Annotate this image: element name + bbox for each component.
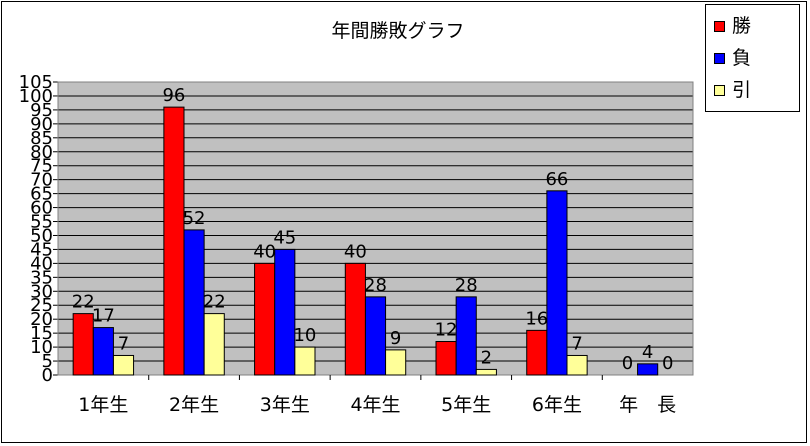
y-tick-label: 100 — [19, 86, 53, 107]
legend-item: 勝 — [714, 11, 752, 41]
bar — [546, 190, 568, 376]
y-tick-label: 0 — [42, 365, 53, 386]
bar — [163, 106, 185, 376]
data-label: 28 — [364, 275, 387, 296]
data-label: 12 — [435, 320, 458, 341]
data-label: 66 — [545, 169, 568, 190]
x-tick-label: 4年生 — [350, 394, 400, 416]
bar — [72, 313, 94, 376]
bar — [183, 229, 205, 376]
bar — [526, 329, 548, 376]
bar — [455, 296, 477, 376]
data-label: 7 — [571, 333, 582, 354]
legend-label: 引 — [732, 79, 752, 101]
data-label: 0 — [662, 353, 673, 374]
legend-swatch — [714, 85, 725, 96]
plot-area: 0510152025303540455055606570758085909510… — [19, 72, 694, 416]
data-label: 4 — [642, 342, 653, 363]
data-label: 45 — [273, 227, 296, 248]
legend-swatch — [714, 53, 725, 64]
bar — [294, 346, 316, 376]
y-tick-label: 15 — [30, 323, 53, 344]
y-tick-label: 40 — [30, 253, 53, 274]
y-tick-label: 25 — [30, 295, 53, 316]
legend: 勝負引 — [705, 4, 800, 112]
x-tick-label: 2年生 — [169, 394, 219, 416]
x-tick-label: 年 長 — [619, 394, 676, 416]
y-tick-label: 35 — [30, 267, 53, 288]
bar — [203, 313, 225, 376]
bar — [344, 262, 366, 376]
data-label: 7 — [118, 333, 129, 354]
y-tick-label: 60 — [30, 198, 53, 219]
y-tick-label: 75 — [30, 156, 53, 177]
data-label: 52 — [183, 208, 206, 229]
data-label: 28 — [455, 275, 478, 296]
y-tick-label: 50 — [30, 225, 53, 246]
bar — [566, 354, 588, 376]
data-label: 0 — [622, 353, 633, 374]
bar — [274, 248, 296, 376]
data-label: 2 — [481, 347, 492, 368]
y-tick-label: 70 — [30, 170, 53, 191]
bar — [637, 363, 659, 376]
bar — [475, 368, 497, 376]
x-tick-label: 5年生 — [441, 394, 491, 416]
bar — [364, 296, 387, 376]
y-tick-label: 85 — [30, 128, 53, 149]
data-label: 17 — [92, 306, 115, 327]
y-tick-label: 10 — [30, 337, 53, 358]
y-tick-label: 65 — [30, 184, 53, 205]
data-label: 40 — [344, 241, 367, 262]
y-tick-label: 45 — [30, 239, 53, 260]
chart-title: 年間勝敗グラフ — [331, 20, 464, 42]
y-tick-label: 105 — [19, 72, 53, 93]
x-tick-label: 3年生 — [260, 394, 310, 416]
x-tick-label: 1年生 — [78, 394, 128, 416]
legend-swatch — [714, 21, 725, 32]
y-tick-label: 55 — [30, 212, 53, 233]
bar — [435, 341, 457, 376]
y-tick-label: 90 — [30, 114, 53, 135]
data-label: 22 — [203, 292, 226, 313]
data-label: 16 — [525, 308, 548, 329]
data-label: 22 — [72, 292, 95, 313]
data-label: 96 — [162, 85, 185, 106]
legend-label: 負 — [732, 47, 752, 69]
y-tick-label: 5 — [42, 351, 53, 372]
bar — [112, 354, 135, 376]
x-tick-label: 6年生 — [532, 394, 582, 416]
data-label: 9 — [390, 328, 401, 349]
legend-item: 負 — [714, 43, 752, 73]
bar — [254, 262, 276, 376]
y-tick-label: 95 — [30, 100, 53, 121]
bar — [385, 349, 407, 376]
bar — [92, 327, 114, 376]
y-tick-label: 30 — [30, 281, 53, 302]
legend-item: 引 — [714, 75, 752, 105]
data-label: 10 — [293, 325, 316, 346]
legend-label: 勝 — [732, 15, 752, 37]
y-tick-label: 20 — [30, 309, 53, 330]
data-label: 40 — [253, 241, 276, 262]
y-tick-label: 80 — [30, 142, 53, 163]
